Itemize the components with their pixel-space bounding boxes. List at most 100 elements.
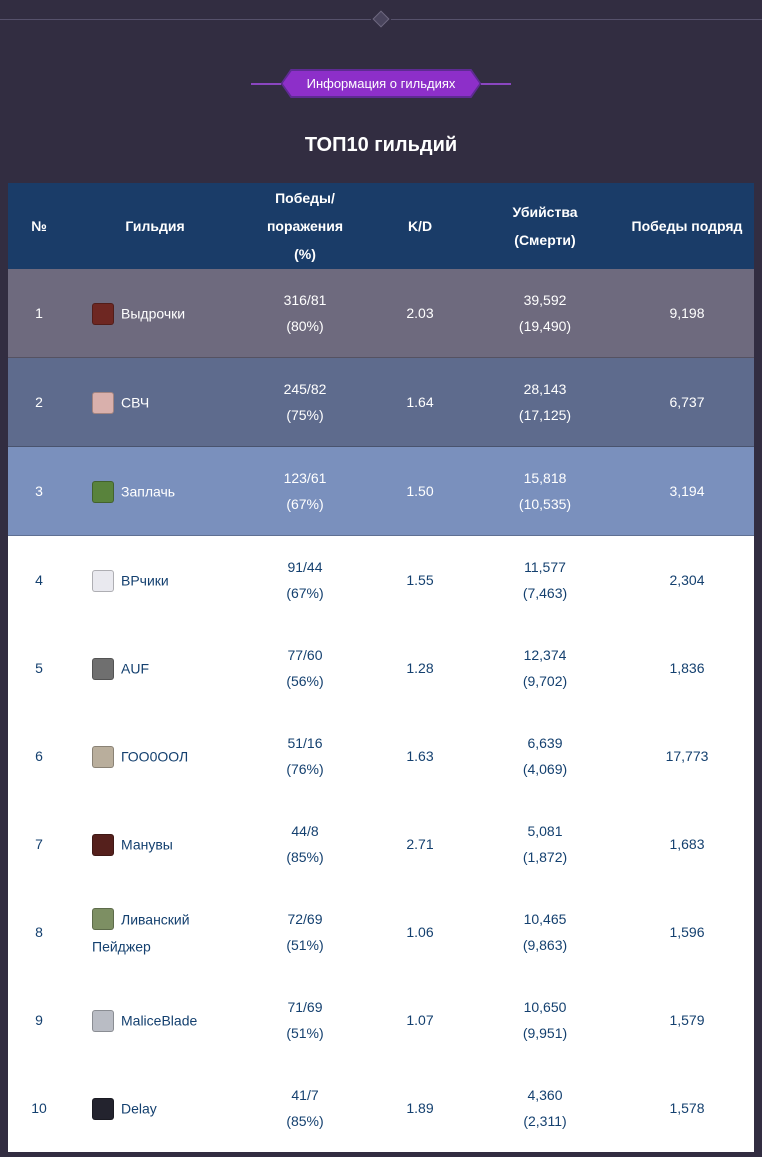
winloss-value: 71/69 xyxy=(287,999,323,1015)
rank-cell: 6 xyxy=(35,748,43,764)
kd-cell: 1.64 xyxy=(406,394,434,410)
winloss-pct: (67%) xyxy=(286,496,324,512)
winloss-cell: 51/16 (76%) xyxy=(240,730,370,782)
kills-cell: 5,081 (1,872) xyxy=(470,818,620,870)
section-badge-row: Информация о гильдиях xyxy=(0,69,762,98)
rank-cell: 5 xyxy=(35,660,43,676)
streak-cell: 2,304 xyxy=(669,572,705,588)
winloss-value: 316/81 xyxy=(283,292,327,308)
rank-cell: 4 xyxy=(35,572,43,588)
guild-name: MaliceBlade xyxy=(121,1012,198,1029)
diamond-icon xyxy=(372,10,390,28)
winloss-value: 77/60 xyxy=(287,647,323,663)
streak-cell: 17,773 xyxy=(665,748,709,764)
streak-cell: 1,596 xyxy=(669,924,705,940)
badge-accent-line xyxy=(250,82,281,85)
header-kills: Убийства (Смерти) xyxy=(512,204,578,248)
divider-line xyxy=(391,18,762,20)
rank-cell: 8 xyxy=(35,924,43,940)
guild-name: СВЧ xyxy=(121,394,150,411)
winloss-value: 41/7 xyxy=(291,1087,319,1103)
header-kd: K/D xyxy=(407,218,433,234)
winloss-cell: 41/7 (85%) xyxy=(240,1082,370,1134)
streak-cell: 1,836 xyxy=(669,660,705,676)
winloss-pct: (56%) xyxy=(286,673,324,689)
streak-cell: 6,737 xyxy=(669,394,705,410)
guild-cell: Выдрочки xyxy=(70,299,240,326)
kd-cell: 1.28 xyxy=(406,660,434,676)
winloss-value: 44/8 xyxy=(291,823,319,839)
header-streak: Победы подряд xyxy=(631,218,743,234)
streak-cell: 1,578 xyxy=(669,1100,705,1116)
guild-table: № Гильдия Победы/ поражения (%) K/D Убий… xyxy=(8,183,754,1152)
guild-cell: Заплачь xyxy=(70,477,240,504)
guild-cell: Delay xyxy=(70,1094,240,1121)
page-title: ТОП10 гильдий xyxy=(304,134,458,156)
kd-cell: 1.50 xyxy=(406,483,434,499)
table-row: 1 Выдрочки 316/81 (80%) 2.03 39,592 (19,49… xyxy=(8,269,754,358)
top-divider xyxy=(0,10,762,28)
winloss-pct: (85%) xyxy=(286,849,324,865)
guild-name: Ливанский Пейджер xyxy=(92,911,190,955)
header-winloss: Победы/ поражения (%) xyxy=(266,190,344,262)
guild-cell: Ливанский Пейджер xyxy=(70,905,240,960)
winloss-cell: 316/81 (80%) xyxy=(240,287,370,339)
winloss-cell: 72/69 (51%) xyxy=(240,906,370,958)
winloss-cell: 71/69 (51%) xyxy=(240,994,370,1046)
header-rank: № xyxy=(31,218,47,234)
kills-value: 15,818 xyxy=(523,470,567,486)
section-badge: Информация о гильдиях xyxy=(281,69,482,98)
guild-emblem-icon xyxy=(92,908,114,930)
guild-emblem-icon xyxy=(92,480,114,503)
guild-name: AUF xyxy=(121,660,149,677)
guild-emblem-icon xyxy=(92,1097,114,1120)
rank-cell: 3 xyxy=(35,483,43,499)
winloss-cell: 77/60 (56%) xyxy=(240,642,370,694)
kills-value: 5,081 xyxy=(527,823,563,839)
guild-name: Манувы xyxy=(121,836,173,853)
winloss-value: 91/44 xyxy=(287,559,323,575)
kd-cell: 2.03 xyxy=(406,305,434,321)
deaths-value: (10,535) xyxy=(518,496,572,512)
winloss-cell: 91/44 (67%) xyxy=(240,554,370,606)
deaths-value: (9,951) xyxy=(522,1025,568,1041)
streak-cell: 1,579 xyxy=(669,1012,705,1028)
streak-cell: 3,194 xyxy=(669,483,705,499)
winloss-value: 72/69 xyxy=(287,911,323,927)
guild-emblem-icon xyxy=(92,657,114,680)
kd-cell: 2.71 xyxy=(406,836,434,852)
table-row: 8 Ливанский Пейджер 72/69 (51%) 1.06 10,4… xyxy=(8,888,754,976)
kills-value: 6,639 xyxy=(527,735,563,751)
kills-cell: 4,360 (2,311) xyxy=(470,1082,620,1134)
streak-cell: 9,198 xyxy=(669,305,705,321)
kills-cell: 15,818 (10,535) xyxy=(470,465,620,517)
section-badge-label: Информация о гильдиях xyxy=(283,71,480,96)
deaths-value: (4,069) xyxy=(522,761,568,777)
deaths-value: (7,463) xyxy=(522,585,568,601)
table-row: 5 AUF 77/60 (56%) 1.28 12,374 (9,702) 1,83… xyxy=(8,624,754,712)
streak-cell: 1,683 xyxy=(669,836,705,852)
badge-accent-line xyxy=(481,82,512,85)
winloss-pct: (67%) xyxy=(286,585,324,601)
table-row: 4 ВРчики 91/44 (67%) 1.55 11,577 (7,463) 2… xyxy=(8,536,754,624)
guild-name: Заплачь xyxy=(121,483,176,500)
kd-cell: 1.63 xyxy=(406,748,434,764)
winloss-pct: (51%) xyxy=(286,937,324,953)
kills-value: 11,577 xyxy=(524,559,566,575)
kd-cell: 1.89 xyxy=(406,1100,434,1116)
guild-cell: ГОО0ООЛ xyxy=(70,742,240,769)
guild-emblem-icon xyxy=(92,745,114,768)
kills-cell: 6,639 (4,069) xyxy=(470,730,620,782)
guild-emblem-icon xyxy=(92,569,114,592)
rank-cell: 1 xyxy=(35,305,43,321)
kd-cell: 1.06 xyxy=(406,924,434,940)
winloss-value: 51/16 xyxy=(287,735,323,751)
guild-cell: Манувы xyxy=(70,830,240,857)
winloss-pct: (85%) xyxy=(286,1113,324,1129)
rank-cell: 2 xyxy=(35,394,43,410)
winloss-value: 245/82 xyxy=(283,381,327,397)
rank-cell: 9 xyxy=(35,1012,43,1028)
table-header: № Гильдия Победы/ поражения (%) K/D Убий… xyxy=(8,183,754,269)
guild-emblem-icon xyxy=(92,1009,114,1032)
guild-emblem-icon xyxy=(92,833,114,856)
